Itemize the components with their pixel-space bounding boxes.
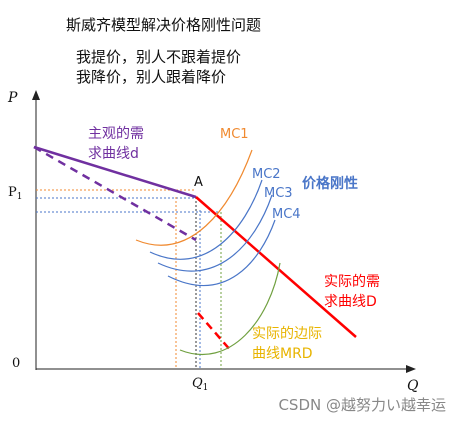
mr-label-line2: 曲线MRD — [252, 346, 313, 362]
mr-green-curve — [179, 262, 281, 356]
y-axis-label: P — [7, 90, 18, 106]
subtitle-raise-price: 我提价，别人不跟着提价 — [76, 48, 242, 66]
mc4-label: MC4 — [272, 207, 301, 222]
x-axis-label: Q — [407, 378, 419, 394]
mr-label-line1: 实际的边际 — [252, 326, 322, 342]
q1-label-main: Q — [192, 376, 203, 391]
diagram-title: 斯威齐模型解决价格刚性问题 — [66, 16, 262, 34]
subjective-label-line1: 主观的需 — [88, 126, 144, 142]
mc1-label: MC1 — [220, 127, 249, 142]
subjective-label-line2: 求曲线d — [88, 146, 139, 162]
actual-demand-curve — [195, 196, 357, 338]
rigidity-label: 价格刚性 — [302, 175, 358, 192]
q1-label: Q1 — [192, 376, 208, 393]
actual-label-line2: 求曲线D — [324, 294, 377, 310]
mc1-curve — [135, 149, 253, 246]
mc3-curve — [157, 194, 273, 272]
p1-label: P1 — [8, 185, 22, 202]
mc2-curve — [149, 179, 263, 260]
mc3-label: MC3 — [264, 186, 293, 201]
p1-label-subscript: 1 — [17, 192, 23, 202]
subjective-demand-solid — [33, 145, 197, 199]
q1-label-subscript: 1 — [203, 383, 209, 393]
mc4-curve — [167, 219, 276, 287]
mr-dashed-segment — [197, 312, 233, 353]
origin-label: 0 — [12, 356, 20, 371]
watermark: CSDN @越努力い越幸运 — [278, 396, 446, 414]
point-a-label: A — [194, 175, 203, 190]
subjective-demand-dashed — [33, 145, 197, 242]
actual-label-line1: 实际的需 — [324, 274, 380, 290]
x-axis-arrow — [406, 365, 416, 373]
mc2-label: MC2 — [252, 167, 281, 182]
subtitle-lower-price: 我降价，别人跟着降价 — [76, 68, 227, 86]
p1-label-main: P — [8, 185, 17, 200]
y-axis-arrow — [32, 90, 40, 100]
